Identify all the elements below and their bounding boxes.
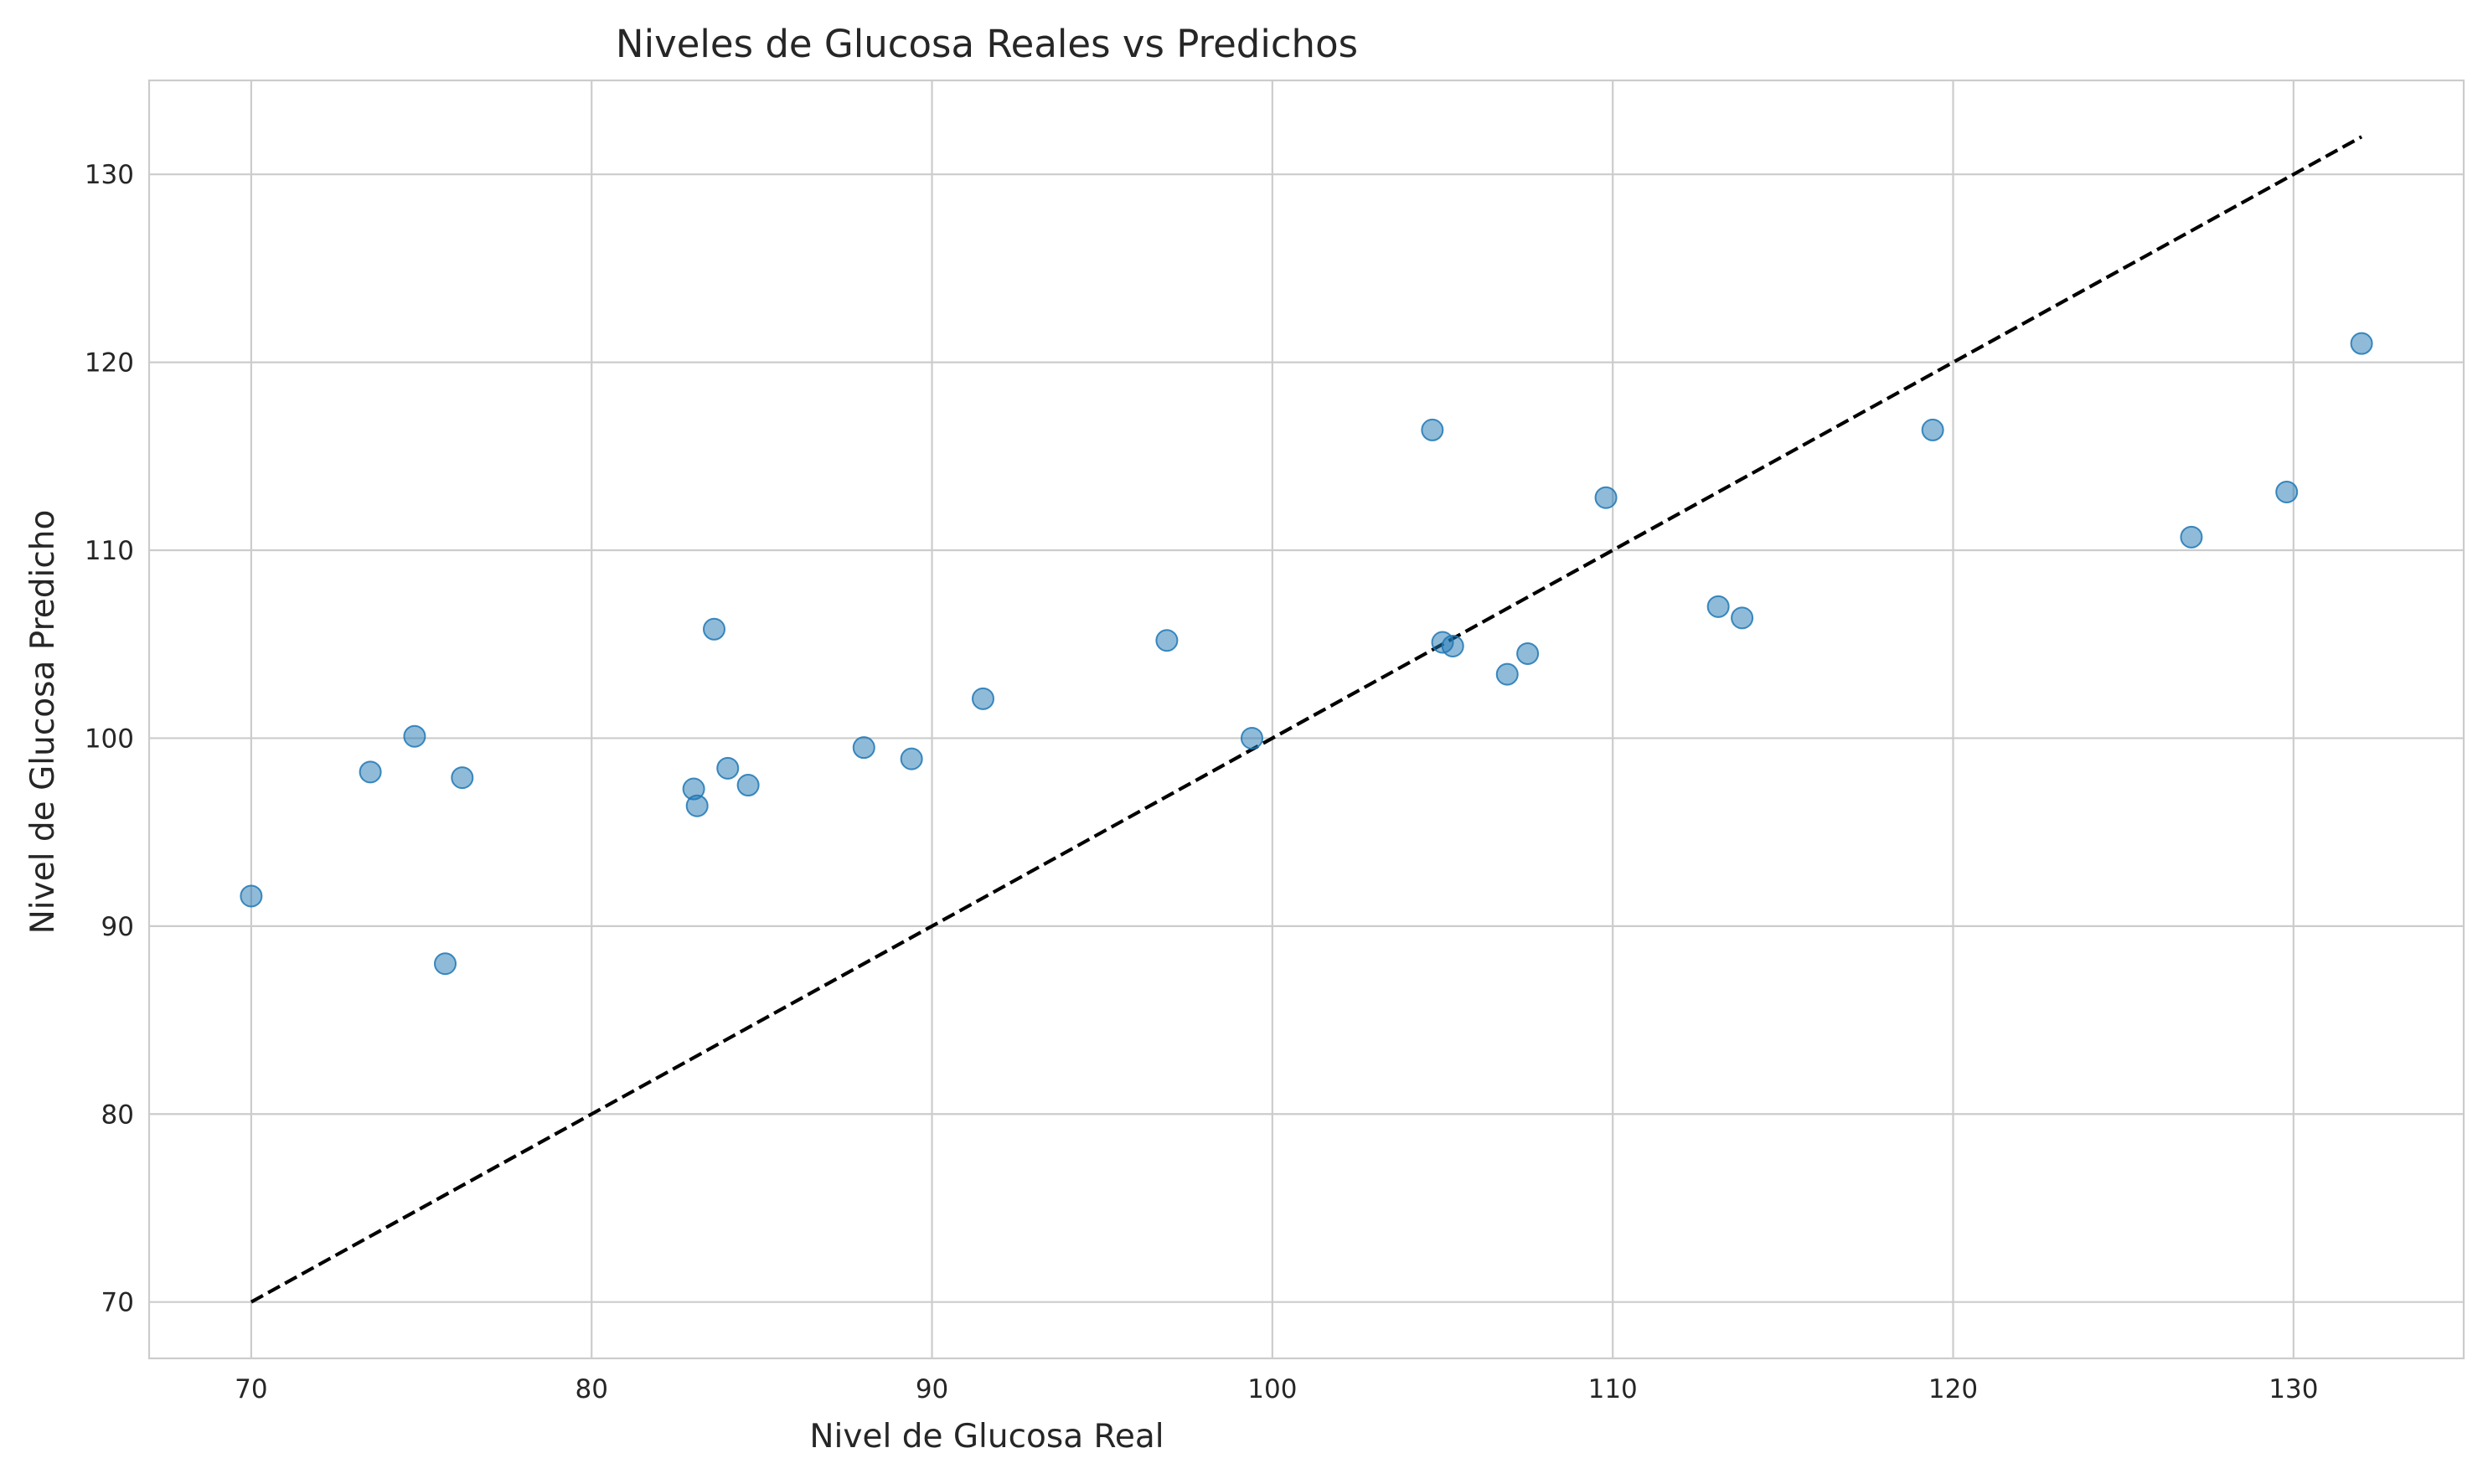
data-point-9: [716, 756, 740, 780]
data-point-13: [971, 687, 994, 710]
data-points: [240, 332, 2373, 976]
x-tick-label-120: 120: [1928, 1374, 1978, 1404]
data-point-21: [1594, 486, 1618, 509]
data-point-20: [1516, 642, 1540, 665]
y-tick-label-100: 100: [85, 724, 134, 754]
data-point-23: [1731, 606, 1754, 630]
data-point-8: [702, 617, 725, 641]
x-tick-label-80: 80: [575, 1374, 607, 1404]
data-point-16: [1421, 418, 1444, 441]
plot-border: [147, 79, 2465, 1360]
y-tick-label-110: 110: [85, 536, 134, 566]
chart-title: Niveles de Glucosa Reales vs Predichos: [616, 22, 1358, 66]
data-point-26: [2275, 480, 2299, 503]
y-axis-title: Nivel de Glucosa Predicho: [24, 510, 62, 935]
y-tick-label-120: 120: [85, 348, 134, 379]
x-tick-label-70: 70: [235, 1374, 267, 1404]
data-point-18: [1441, 634, 1464, 657]
data-point-3: [403, 724, 426, 748]
y-tick-label-90: 90: [101, 912, 134, 942]
reference-line-group: [250, 135, 2363, 1304]
x-tick-label-90: 90: [916, 1374, 948, 1404]
data-point-10: [736, 774, 760, 797]
data-point-4: [434, 952, 457, 976]
data-point-19: [1495, 662, 1519, 686]
x-tick-label-100: 100: [1247, 1374, 1297, 1404]
data-point-11: [852, 736, 875, 760]
y-tick-label-70: 70: [101, 1288, 134, 1318]
data-point-1: [240, 884, 263, 908]
data-point-15: [1240, 726, 1263, 750]
data-point-2: [359, 760, 382, 784]
data-point-14: [1155, 629, 1179, 652]
data-point-25: [2180, 525, 2203, 549]
data-point-12: [900, 747, 923, 770]
x-tick-labels: 70 80 90 100 110 120 130: [235, 1374, 2318, 1404]
y-tick-label-130: 130: [85, 160, 134, 190]
data-point-24: [1921, 418, 1944, 441]
grid: [149, 80, 2464, 1358]
x-tick-label-130: 130: [2269, 1374, 2318, 1404]
y-tick-label-80: 80: [101, 1100, 134, 1130]
plot-frame: [147, 79, 2465, 1360]
x-axis-title: Nivel de Glucosa Real: [809, 1418, 1164, 1456]
y-tick-labels: 70 80 90 100 110 120 130: [85, 160, 134, 1317]
data-point-22: [1706, 595, 1730, 618]
x-tick-label-110: 110: [1588, 1374, 1638, 1404]
data-point-5: [451, 766, 474, 790]
data-point-27: [2350, 332, 2373, 355]
reference-line: [250, 135, 2363, 1304]
data-point-7: [685, 794, 709, 817]
